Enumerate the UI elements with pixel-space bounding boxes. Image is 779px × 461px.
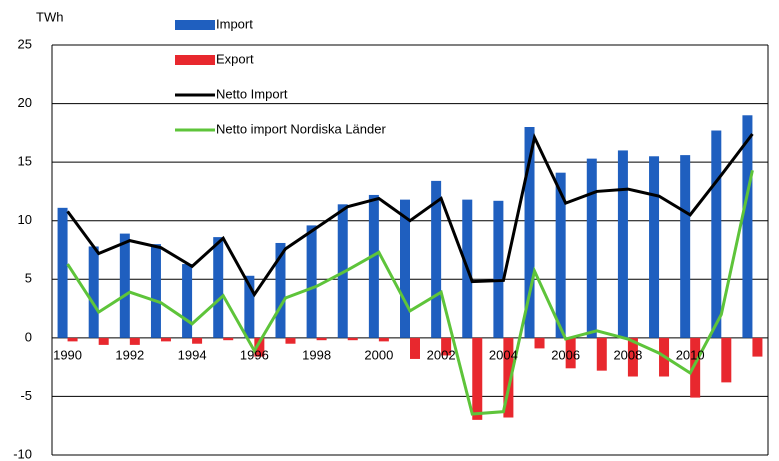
x-tick-label: 2006 <box>551 347 580 362</box>
x-tick-label: 2008 <box>613 347 642 362</box>
line <box>66 170 754 416</box>
bar <box>410 337 420 359</box>
bar <box>368 194 379 338</box>
bar <box>244 275 255 338</box>
bar <box>565 337 576 369</box>
x-tick-label: 2010 <box>676 347 705 362</box>
x-tick-label: 1992 <box>115 347 144 362</box>
y-tick-label: 10 <box>18 212 32 227</box>
bar <box>192 337 203 344</box>
bar <box>67 337 78 342</box>
y-tick-label: 5 <box>25 271 32 286</box>
bar <box>752 337 763 357</box>
legend-label: Netto import Nordiska Länder <box>216 121 386 136</box>
bar <box>627 337 638 377</box>
x-tick-label: 2002 <box>427 347 456 362</box>
bar <box>524 127 535 338</box>
legend-swatch <box>175 55 215 65</box>
bar <box>119 233 130 338</box>
y-tick-label: -10 <box>13 446 32 461</box>
x-tick-label: 1998 <box>302 347 331 362</box>
bar <box>378 337 389 342</box>
x-tick-label: 1996 <box>240 347 269 362</box>
bar <box>617 150 628 338</box>
bar <box>680 155 691 338</box>
bar <box>306 225 317 338</box>
x-tick-label: 2004 <box>489 347 518 362</box>
bar <box>285 337 296 344</box>
bar <box>711 130 722 338</box>
bar <box>596 337 607 371</box>
bar <box>182 264 193 338</box>
bar <box>150 244 161 338</box>
bar <box>275 242 286 338</box>
y-tick-label: 0 <box>25 329 32 344</box>
bar <box>400 199 410 338</box>
legend-swatch <box>175 20 215 30</box>
bar <box>347 337 358 341</box>
bar <box>98 337 109 345</box>
x-tick-label: 2000 <box>364 347 393 362</box>
line <box>66 132 754 298</box>
x-tick-label: 1994 <box>178 347 207 362</box>
legend-label: Import <box>216 16 253 31</box>
bar <box>441 337 452 356</box>
bar <box>472 337 483 420</box>
bar <box>316 337 327 341</box>
bar <box>223 337 234 341</box>
bar <box>690 337 701 398</box>
x-tick-label: 1990 <box>53 347 82 362</box>
bar <box>649 156 660 338</box>
bar <box>555 172 566 338</box>
y-tick-label: 25 <box>18 36 32 51</box>
bar <box>493 200 504 338</box>
y-tick-label: 15 <box>18 154 32 169</box>
bar <box>721 337 732 383</box>
bar <box>503 337 514 418</box>
y-axis-label: TWh <box>36 9 63 24</box>
bar <box>57 207 68 338</box>
legend-label: Netto Import <box>216 86 288 101</box>
bar <box>88 246 99 338</box>
bar <box>160 337 171 342</box>
bar <box>586 158 597 338</box>
bar <box>431 180 442 338</box>
y-tick-label: -5 <box>20 388 32 403</box>
bar <box>254 337 265 357</box>
legend-label: Export <box>216 51 254 66</box>
bar <box>213 237 224 338</box>
bar <box>742 115 753 338</box>
y-tick-label: 20 <box>18 95 32 110</box>
bar <box>129 337 140 345</box>
bar <box>534 337 545 349</box>
